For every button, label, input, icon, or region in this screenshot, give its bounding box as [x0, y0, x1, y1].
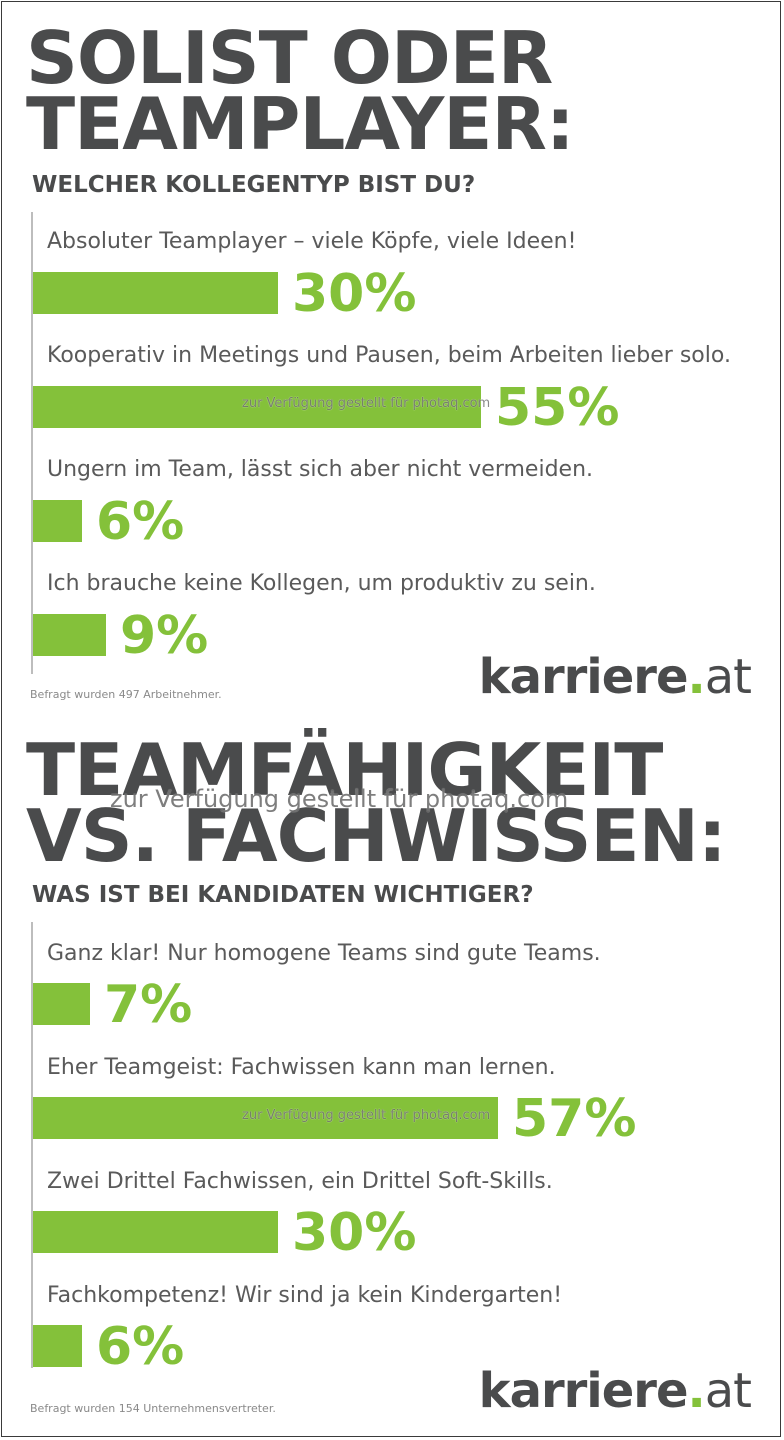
chart-axis-line: [31, 212, 33, 674]
karriere-logo: karriere.at: [478, 1363, 752, 1419]
value-label: 7%: [104, 975, 193, 1035]
footnote: Befragt wurden 497 Arbeitnehmer.: [30, 688, 222, 701]
bar: [33, 272, 278, 314]
chart-subtitle: WELCHER KOLLEGENTYP BIST DU?: [32, 172, 476, 198]
karriere-logo: karriere.at: [478, 649, 752, 705]
chart-title-line: VS. FACHWISSEN:: [26, 794, 727, 878]
footnote: Befragt wurden 154 Unternehmensvertreter…: [30, 1402, 276, 1415]
chart-title-line: SOLIST ODER: [26, 16, 553, 100]
watermark-text: zur Verfügung gestellt für photaq.com: [110, 785, 569, 813]
logo-tld: at: [704, 1363, 752, 1419]
value-label: 55%: [495, 378, 620, 438]
category-label: Fachkompetenz! Wir sind ja kein Kinderga…: [47, 1283, 563, 1308]
logo-tld: at: [704, 649, 752, 705]
value-label: 6%: [96, 1317, 185, 1377]
bar: [33, 1325, 82, 1367]
value-label: 30%: [292, 1203, 417, 1263]
category-label: Ganz klar! Nur homogene Teams sind gute …: [47, 941, 601, 966]
logo-dot: .: [687, 649, 706, 705]
chart-axis-line: [31, 922, 33, 1368]
chart-title-line: TEAMFÄHIGKEIT: [26, 728, 663, 812]
chart-title-line: TEAMPLAYER:: [26, 82, 575, 166]
bar: [33, 614, 106, 656]
bar: [33, 983, 90, 1025]
category-label: Zwei Drittel Fachwissen, ein Drittel Sof…: [47, 1169, 553, 1194]
chart-subtitle: WAS IST BEI KANDIDATEN WICHTIGER?: [32, 882, 534, 908]
logo-name: karriere: [478, 1363, 689, 1419]
logo-dot: .: [687, 1363, 706, 1419]
category-label: Eher Teamgeist: Fachwissen kann man lern…: [47, 1055, 556, 1080]
watermark-text: zur Verfügung gestellt für photaq.com: [242, 1108, 491, 1123]
watermark-text: zur Verfügung gestellt für photaq.com: [242, 396, 491, 411]
logo-name: karriere: [478, 649, 689, 705]
category-label: Absoluter Teamplayer – viele Köpfe, viel…: [47, 229, 577, 254]
category-label: Ich brauche keine Kollegen, um produktiv…: [47, 571, 596, 596]
category-label: Kooperativ in Meetings und Pausen, beim …: [47, 343, 731, 368]
bar: [33, 386, 481, 428]
value-label: 9%: [120, 606, 209, 666]
value-label: 6%: [96, 492, 185, 552]
value-label: 30%: [292, 264, 417, 324]
category-label: Ungern im Team, lässt sich aber nicht ve…: [47, 457, 594, 482]
bar: [33, 1211, 278, 1253]
value-label: 57%: [512, 1089, 637, 1149]
bar: [33, 1097, 498, 1139]
bar: [33, 500, 82, 542]
